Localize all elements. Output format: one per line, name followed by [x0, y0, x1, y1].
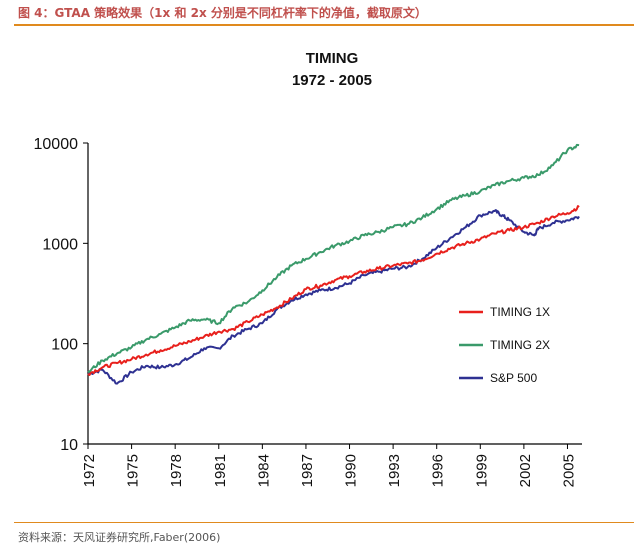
chart-title: TIMING [306, 50, 359, 67]
x-tick-label: 1975 [125, 454, 142, 487]
x-tick-label: 2005 [560, 454, 577, 487]
y-tick-label: 10 [60, 437, 78, 454]
series-line-timing-2x [87, 143, 580, 374]
axes: 10 100 1000 10000 1972 1975 1978 1981 1984 1987 19… [34, 136, 582, 487]
legend: TIMING 1X TIMING 2X S&P 500 [459, 305, 550, 385]
x-tick-label: 2002 [517, 454, 534, 487]
legend-label-timing-1x: TIMING 1X [490, 305, 550, 319]
x-tick-label: 1990 [343, 454, 360, 487]
legend-label-sp500: S&P 500 [490, 371, 537, 385]
series-line-timing-1x [87, 205, 580, 376]
x-tick-label: 1984 [255, 454, 272, 487]
x-tick-label: 1978 [168, 454, 185, 487]
source-note: 资料来源：天风证券研究所,Faber(2006) [18, 531, 221, 544]
figure-caption: 图 4：GTAA 策略效果（1x 和 2x 分别是不同杠杆率下的净值，截取原文） [18, 6, 427, 20]
y-tick-label: 100 [51, 337, 78, 354]
top-rule [14, 24, 634, 26]
legend-label-timing-2x: TIMING 2X [490, 338, 550, 352]
x-tick-label: 1999 [473, 454, 490, 487]
series-line-sp500 [87, 209, 580, 385]
y-tick-label: 1000 [42, 236, 78, 253]
x-tick-label: 1996 [430, 454, 447, 487]
y-tick-label: 10000 [34, 136, 79, 153]
x-tick-label: 1993 [386, 454, 403, 487]
x-tick-label: 1987 [299, 454, 316, 487]
bottom-rule [14, 522, 634, 523]
series-layer [87, 143, 580, 385]
x-tick-label: 1981 [212, 454, 229, 487]
x-tick-label: 1972 [81, 454, 98, 487]
chart-subtitle: 1972 - 2005 [292, 72, 372, 89]
